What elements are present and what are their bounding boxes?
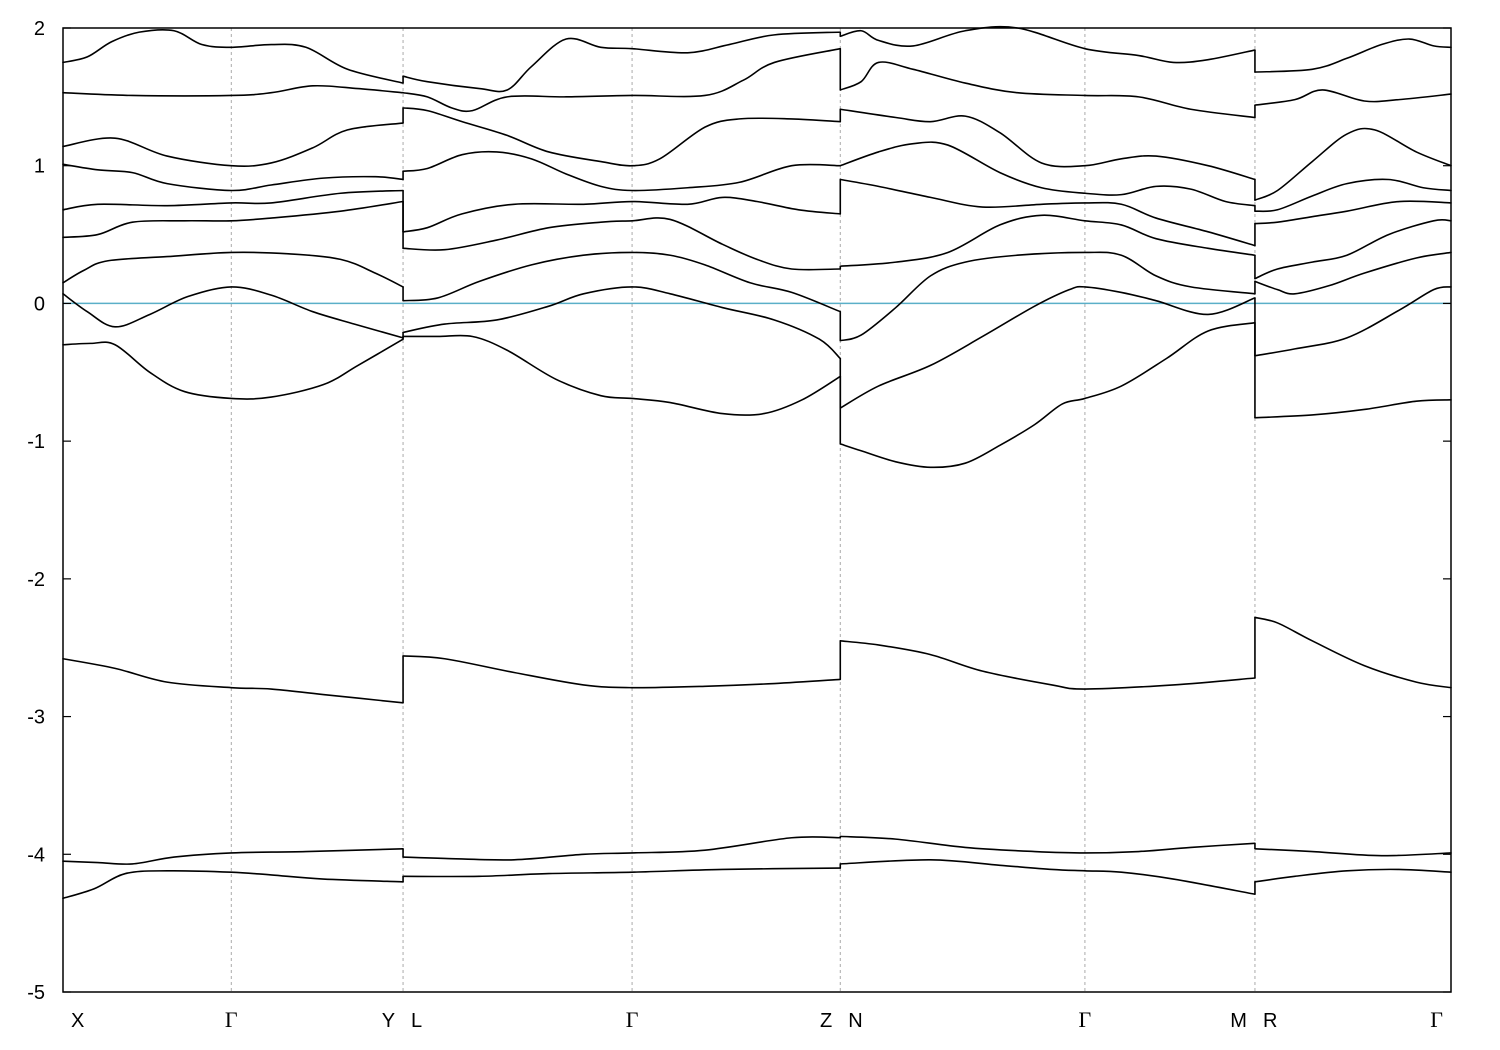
band-seg0-3 — [62, 338, 404, 400]
band-seg1-4 — [402, 286, 842, 360]
band-seg0-1 — [62, 847, 404, 865]
band-seg3-5 — [1254, 251, 1452, 295]
band-seg2-9 — [839, 108, 1256, 181]
band-seg0-10 — [62, 84, 404, 97]
kpoint-label: N — [848, 1010, 862, 1032]
kpoint-label: Y — [382, 1010, 395, 1032]
band-seg2-3 — [839, 321, 1256, 469]
band-seg0-4 — [62, 286, 404, 339]
band-seg2-0 — [839, 858, 1256, 896]
kpoint-label: L — [411, 1010, 422, 1032]
kpoint-label: Z — [820, 1010, 832, 1032]
band-seg3-10 — [1254, 89, 1452, 106]
band-seg3-3 — [1254, 399, 1452, 419]
band-seg3-7 — [1254, 200, 1452, 225]
band-seg1-11 — [402, 31, 842, 93]
band-seg3-0 — [1254, 868, 1452, 883]
kpoint-gridlines — [230, 28, 1256, 992]
band-lines — [62, 25, 1452, 900]
band-seg0-11 — [62, 28, 404, 84]
plot-frame — [62, 27, 1452, 993]
band-seg1-1 — [402, 836, 842, 861]
band-seg2-4 — [839, 285, 1256, 409]
band-seg0-2 — [62, 657, 404, 704]
band-seg2-5 — [839, 251, 1256, 342]
band-seg2-2 — [839, 640, 1256, 690]
band-seg2-7 — [839, 178, 1256, 247]
band-seg1-7 — [402, 196, 842, 233]
band-seg3-1 — [1254, 847, 1452, 857]
band-seg1-10 — [402, 47, 842, 113]
band-seg1-2 — [402, 655, 842, 689]
band-seg3-4 — [1254, 286, 1452, 357]
band-seg3-9 — [1254, 127, 1452, 201]
band-seg3-8 — [1254, 178, 1452, 213]
band-seg2-8 — [839, 141, 1256, 207]
y-tick-label: 0 — [34, 293, 45, 315]
band-seg1-8 — [402, 150, 842, 192]
y-tick-label: -4 — [27, 844, 45, 866]
band-seg0-7 — [62, 189, 404, 211]
band-seg2-10 — [839, 61, 1256, 119]
kpoint-label: Γ — [1430, 1007, 1443, 1032]
kpoint-label: X — [71, 1010, 84, 1032]
band-seg0-8 — [62, 163, 404, 192]
band-seg2-11 — [839, 25, 1256, 64]
y-axis-ticks: -5 -4 -3 -2 -1 0 1 2 — [27, 18, 1451, 1004]
segment-boundaries — [402, 32, 1256, 895]
band-seg1-5 — [402, 251, 842, 313]
band-seg0-9 — [62, 122, 404, 167]
band-seg0-6 — [62, 200, 404, 239]
band-seg2-6 — [839, 214, 1256, 268]
kpoint-label: M — [1230, 1010, 1247, 1032]
kpoint-label: R — [1263, 1010, 1277, 1032]
y-tick-label: -5 — [27, 982, 45, 1004]
y-tick-label: 1 — [34, 156, 45, 178]
band-seg3-11 — [1254, 38, 1452, 73]
band-seg2-1 — [839, 835, 1256, 854]
band-seg0-0 — [62, 869, 404, 900]
band-seg1-6 — [402, 217, 842, 271]
band-seg1-3 — [402, 334, 842, 416]
y-tick-label: -1 — [27, 431, 45, 453]
y-tick-label: -2 — [27, 569, 45, 591]
band-seg1-9 — [402, 107, 842, 167]
kpoint-label: Γ — [225, 1007, 238, 1032]
band-seg1-0 — [402, 867, 842, 878]
band-seg3-2 — [1254, 616, 1452, 689]
y-tick-label: -3 — [27, 707, 45, 729]
band-seg3-6 — [1254, 218, 1452, 280]
y-tick-label: 2 — [34, 18, 45, 40]
band-seg0-5 — [62, 251, 404, 288]
kpoint-label: Γ — [1079, 1007, 1092, 1032]
kpoint-label: Γ — [626, 1007, 639, 1032]
